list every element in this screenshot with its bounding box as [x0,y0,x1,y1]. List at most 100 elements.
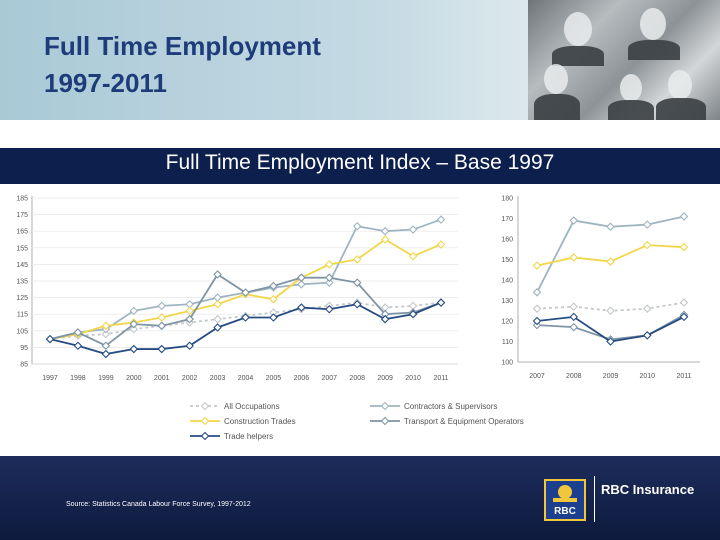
data-point [352,221,362,231]
y-tick-label: 165 [16,229,28,236]
data-point [213,314,222,324]
data-point [679,212,689,221]
data-point [185,341,194,351]
data-point [45,334,55,344]
data-point [436,240,446,249]
legend-marker [200,431,210,441]
data-point [569,322,579,332]
data-point [269,281,278,291]
data-point [380,235,390,244]
source-note: Source: Statistics Canada Labour Force S… [66,501,251,508]
y-tick-label: 120 [501,319,513,326]
data-point [129,319,139,329]
data-point [569,216,579,225]
y-tick-label: 175 [16,212,28,219]
x-tick-label: 1999 [98,375,114,382]
rbc-lion-logo: RBC [544,479,586,521]
data-point [642,220,652,229]
data-point [352,255,362,264]
x-tick-label: 2010 [405,375,421,382]
data-point [325,260,334,269]
y-tick-label: 185 [16,196,28,203]
legend-label: Construction Trades [224,417,296,426]
y-tick-label: 140 [501,278,513,285]
logo-text: RBC [554,506,576,517]
data-point [569,312,579,322]
y-tick-label: 155 [16,245,28,252]
data-point [352,299,362,309]
data-point [325,273,334,282]
data-point [213,270,222,279]
data-point [380,226,390,236]
worker-shirt-1 [552,46,604,66]
legend-marker [200,401,210,411]
data-point [269,313,278,322]
y-tick-label: 100 [501,360,513,367]
data-point [642,331,652,340]
brand-name: RBC Insurance [601,482,695,497]
x-tick-label: 2009 [603,373,619,380]
worker-face-5 [668,70,692,100]
data-point [101,341,111,351]
legend-label: Contractors & Supervisors [404,402,497,411]
x-tick-label: 1997 [42,375,58,382]
worker-face-3 [544,64,568,94]
title-line-1: Full Time Employment [44,31,321,61]
x-tick-label: 2005 [266,375,282,382]
legend-marker [200,416,210,426]
data-point [325,278,334,287]
y-tick-label: 160 [501,237,513,244]
x-tick-label: 2011 [676,373,691,380]
data-point [532,304,542,313]
data-point [679,242,689,252]
data-point [101,349,111,359]
data-point [408,251,418,261]
data-point [569,253,579,262]
data-point [241,313,250,322]
data-point [157,321,166,331]
data-point [241,288,250,297]
data-point [73,341,83,351]
worker-shirt-2 [628,40,680,60]
data-point [157,301,166,311]
logo-divider [594,476,595,522]
data-point [408,225,418,234]
data-point [642,304,652,313]
data-point [532,316,542,326]
legend-marker [380,401,390,411]
data-point [532,288,542,297]
y-tick-label: 115 [17,312,28,319]
data-point [213,323,222,332]
y-tick-label: 170 [501,216,513,223]
y-tick-label: 125 [16,295,28,302]
x-tick-label: 2003 [210,375,226,382]
y-tick-label: 85 [20,362,28,369]
x-tick-label: 2008 [566,373,582,380]
data-point [185,314,194,324]
worker-face-2 [640,8,666,40]
data-point [129,344,139,354]
data-point [408,309,418,319]
y-tick-label: 130 [501,298,513,305]
legend-label: Trade helpers [224,432,273,441]
data-point [606,306,615,316]
legend-marker [380,416,390,426]
data-point [436,298,446,307]
y-tick-label: 180 [501,196,513,203]
data-point [101,329,111,339]
data-point [157,313,166,322]
data-point [157,344,166,354]
data-point [129,306,139,316]
y-tick-label: 110 [502,339,513,346]
y-tick-label: 145 [16,262,28,269]
data-point [436,215,446,224]
x-tick-label: 2011 [433,375,448,382]
data-point [185,306,194,316]
chart-title-band [0,148,720,184]
x-tick-label: 2006 [294,375,310,382]
data-point [297,303,306,312]
data-point [269,294,278,304]
employment-index-charts: 85 95 105 115 125 135 145 155 165 175 185 1997 1998 1… [16,196,700,441]
y-tick-label: 150 [501,257,513,264]
chart-title: Full Time Employment Index – Base 1997 [165,151,555,174]
